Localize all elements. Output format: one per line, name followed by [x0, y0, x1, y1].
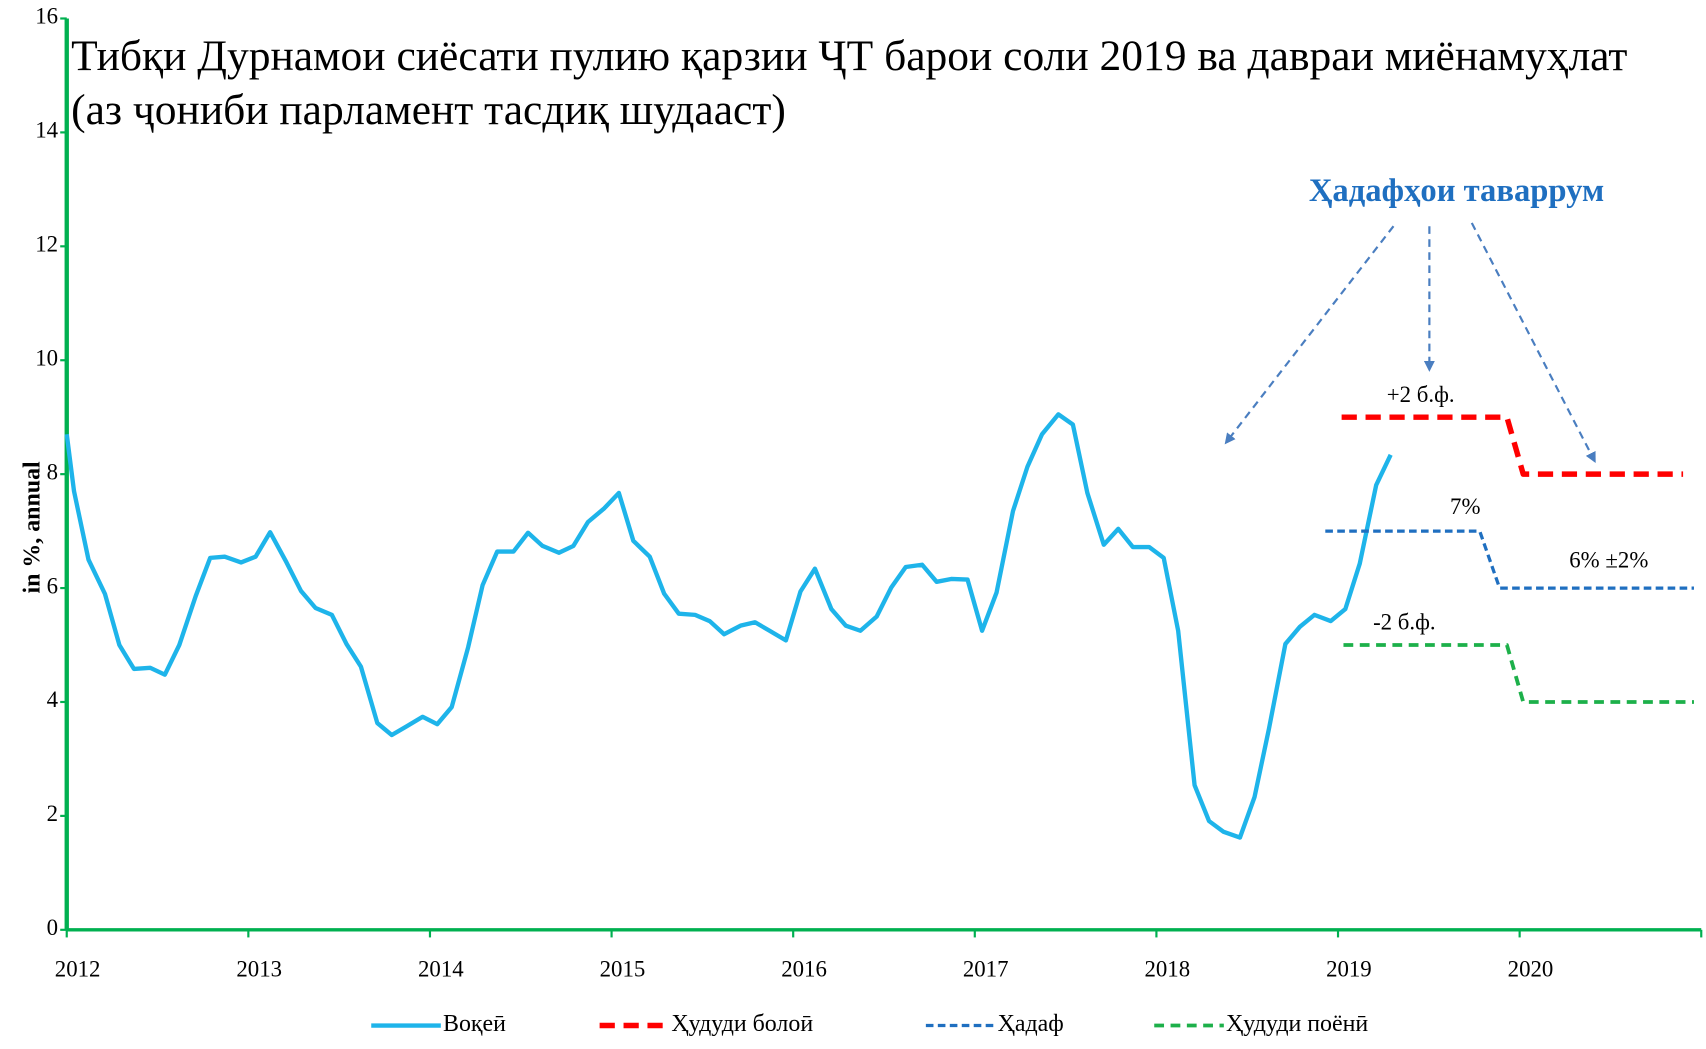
annotation-arrows: [1224, 222, 1596, 464]
arrow: [1470, 222, 1596, 464]
annotation: 7%: [1450, 494, 1480, 519]
title-line: Тибқи Дурнамои сиёсати пулию қарзии ҶТ б…: [71, 32, 1627, 80]
legend-label: Ҳудуди болоӣ: [671, 1011, 813, 1037]
x-tick-label: 2016: [781, 956, 827, 981]
y-tick-label: 0: [47, 915, 58, 940]
series-line: [1341, 414, 1684, 477]
title-line: (аз ҷониби парламент тасдиқ шудааст): [71, 86, 786, 134]
y-tick-label: 2: [47, 801, 58, 826]
x-tick-label: 2013: [236, 956, 282, 981]
x-tick-label: 2019: [1326, 956, 1372, 981]
legend-label: Воқеӣ: [443, 1011, 506, 1037]
y-tick-label: 8: [47, 459, 58, 484]
annotation: +2 б.ф.: [1387, 382, 1455, 407]
series-line: [1325, 529, 1694, 590]
y-axis-label: in %, annual: [20, 461, 46, 594]
x-tick-label: 2012: [55, 956, 101, 981]
y-tick-label: 4: [47, 687, 59, 712]
annotation: -2 б.ф.: [1373, 609, 1436, 634]
y-tick-label: 10: [35, 345, 58, 370]
y-tick-label: 14: [35, 118, 58, 143]
arrow: [1224, 225, 1395, 445]
y-tick-label: 6: [47, 573, 58, 598]
annotation: Ҳадафҳои таваррум: [1309, 173, 1604, 209]
legend-label: Ҳадаф: [998, 1011, 1064, 1037]
y-tick-label: 16: [35, 4, 58, 29]
chart-title: Тибқи Дурнамои сиёсати пулию қарзии ҶТ б…: [71, 32, 1627, 134]
x-tick-label: 2015: [600, 956, 646, 981]
legend-label: Ҳудуди поёнӣ: [1226, 1011, 1368, 1037]
series-line: [64, 412, 1393, 840]
y-tick-label: 12: [35, 232, 58, 257]
x-tick-label: 2014: [418, 956, 464, 981]
annotation: 6% ±2%: [1569, 547, 1648, 572]
x-tick-label: 2017: [963, 956, 1009, 981]
series-line: [1343, 643, 1694, 704]
x-tick-label: 2018: [1144, 956, 1190, 981]
x-tick-label: 2020: [1508, 956, 1554, 981]
